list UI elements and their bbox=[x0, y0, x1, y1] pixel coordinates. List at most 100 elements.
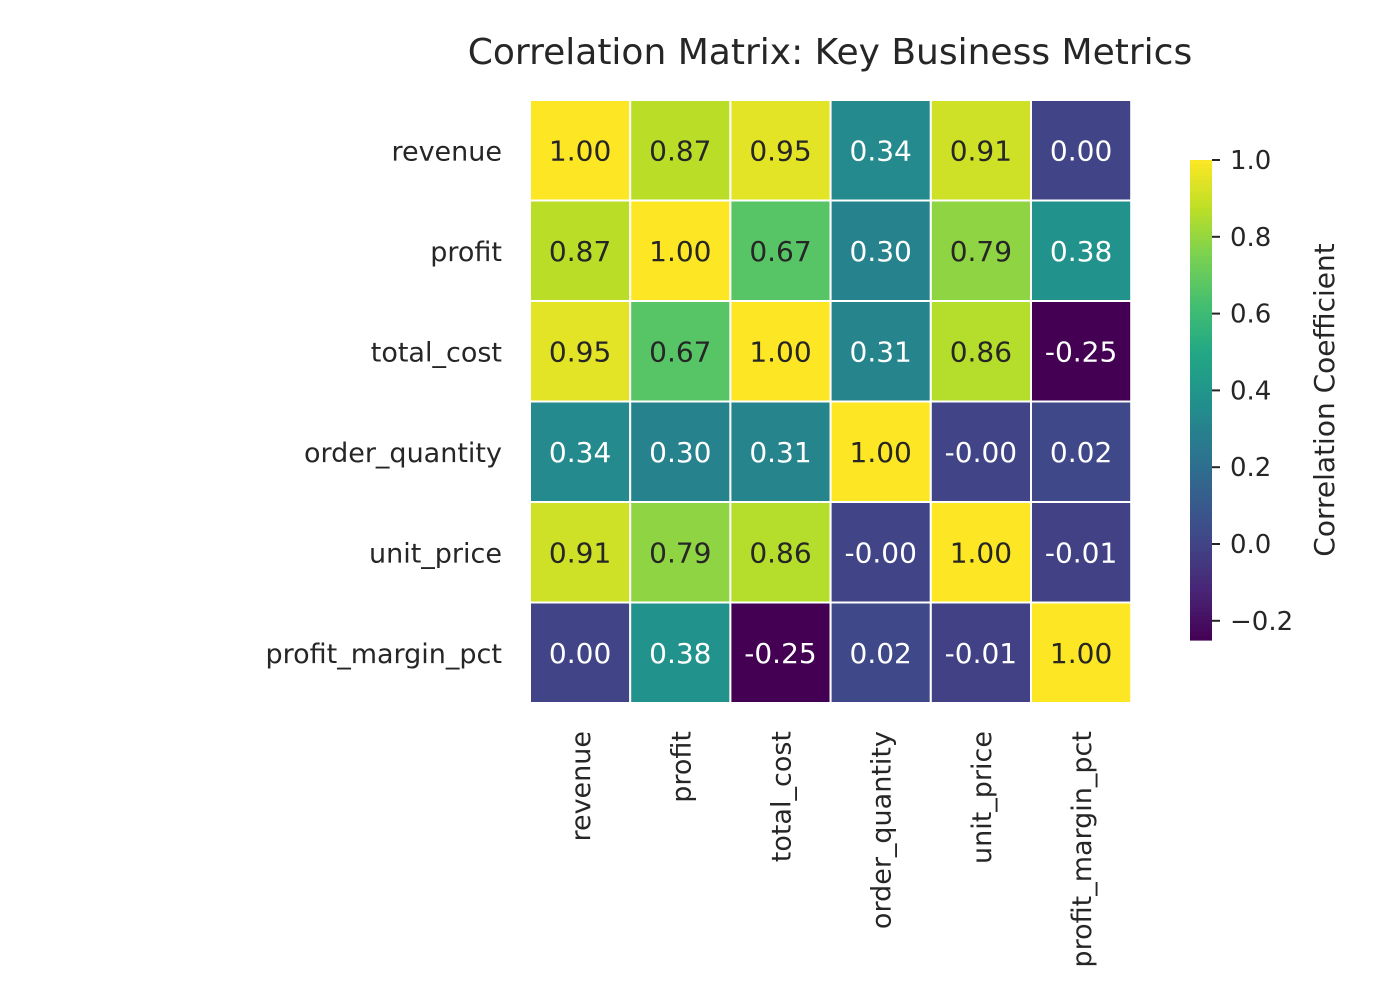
colorbar-gradient-segment bbox=[1190, 616, 1212, 621]
row-tick-label: revenue bbox=[391, 136, 502, 167]
row-tick-label: total_cost bbox=[371, 337, 502, 368]
heatmap-cell bbox=[829, 300, 932, 403]
colorbar-label: Correlation Coefficient bbox=[1308, 243, 1341, 556]
colorbar-gradient-segment bbox=[1190, 576, 1212, 581]
cell-value-label: 0.00 bbox=[549, 637, 611, 670]
cell-value-label: 0.91 bbox=[950, 134, 1012, 167]
cell-value-label: 1.00 bbox=[1050, 637, 1112, 670]
colorbar-tick-label: 1.0 bbox=[1230, 146, 1271, 176]
heatmap-cell bbox=[1030, 400, 1133, 503]
colorbar-gradient-segment bbox=[1190, 224, 1212, 229]
heatmap-cell bbox=[1030, 99, 1133, 202]
cell-value-label: 0.00 bbox=[1050, 134, 1112, 167]
colorbar-gradient-segment bbox=[1190, 232, 1212, 237]
row-tick-label: profit bbox=[430, 237, 502, 268]
colorbar-gradient-segment bbox=[1190, 512, 1212, 517]
cell-value-label: 1.00 bbox=[649, 235, 711, 268]
cell-value-label: 0.30 bbox=[850, 235, 912, 268]
colorbar: 1.0 0.8 0.6 0.4 0.2 0.0 −0.2 Correlation Coeffi… bbox=[1190, 146, 1341, 641]
row-tick-label: profit_margin_pct bbox=[265, 639, 502, 670]
cell-value-label: 0.87 bbox=[549, 235, 611, 268]
colorbar-gradient-segment bbox=[1190, 624, 1212, 629]
colorbar-gradient-segment bbox=[1190, 244, 1212, 249]
colorbar-gradient-segment bbox=[1190, 500, 1212, 505]
colorbar-gradient-segment bbox=[1190, 428, 1212, 433]
colorbar-gradient-segment bbox=[1190, 492, 1212, 497]
colorbar-gradient-segment bbox=[1190, 480, 1212, 485]
colorbar-gradient-segment bbox=[1190, 348, 1212, 353]
colorbar-gradient-segment bbox=[1190, 376, 1212, 381]
cell-value-label: -0.00 bbox=[945, 436, 1017, 469]
colorbar-gradient-segment bbox=[1190, 632, 1212, 637]
colorbar-gradient-segment bbox=[1190, 344, 1212, 349]
column-tick-label: total_cost bbox=[767, 731, 798, 862]
colorbar-gradient-segment bbox=[1190, 504, 1212, 509]
colorbar-gradient-segment bbox=[1190, 496, 1212, 501]
colorbar-gradient-segment bbox=[1190, 304, 1212, 309]
colorbar-gradient-segment bbox=[1190, 420, 1212, 425]
cell-value-label: 0.79 bbox=[649, 536, 711, 569]
cell-value-label: 0.02 bbox=[1050, 436, 1112, 469]
heatmap-cell bbox=[929, 601, 1032, 704]
colorbar-gradient-segment bbox=[1190, 260, 1212, 265]
colorbar-gradient-segment bbox=[1190, 620, 1212, 625]
colorbar-gradient-segment bbox=[1190, 528, 1212, 533]
colorbar-tick-label: 0.2 bbox=[1230, 453, 1271, 483]
colorbar-gradient-segment bbox=[1190, 460, 1212, 465]
colorbar-gradient-segment bbox=[1190, 300, 1212, 305]
heatmap-cell bbox=[1030, 300, 1133, 403]
heatmap-cell bbox=[629, 300, 732, 403]
heatmap-cell bbox=[629, 99, 732, 202]
cell-value-label: 0.02 bbox=[850, 637, 912, 670]
colorbar-tick-label: −0.2 bbox=[1230, 607, 1293, 637]
cell-value-label: 1.00 bbox=[850, 436, 912, 469]
heatmap-cell bbox=[529, 601, 632, 704]
colorbar-gradient-segment bbox=[1190, 256, 1212, 261]
colorbar-gradient-segment bbox=[1190, 412, 1212, 417]
colorbar-gradient-segment bbox=[1190, 176, 1212, 181]
heatmap-cell bbox=[829, 501, 932, 604]
cell-value-label: 0.95 bbox=[749, 134, 811, 167]
colorbar-gradient-segment bbox=[1190, 520, 1212, 525]
colorbar-gradient-segment bbox=[1190, 296, 1212, 301]
column-tick-label: unit_price bbox=[967, 731, 998, 864]
heatmap-cell bbox=[829, 601, 932, 704]
colorbar-gradient-segment bbox=[1190, 388, 1212, 393]
colorbar-gradient-segment bbox=[1190, 468, 1212, 473]
colorbar-gradient-segment bbox=[1190, 172, 1212, 177]
colorbar-gradient-segment bbox=[1190, 612, 1212, 617]
colorbar-gradient-segment bbox=[1190, 416, 1212, 421]
colorbar-gradient-segment bbox=[1190, 564, 1212, 569]
heatmap-cell bbox=[1030, 501, 1133, 604]
colorbar-gradient-segment bbox=[1190, 364, 1212, 369]
colorbar-gradient-segment bbox=[1190, 368, 1212, 373]
colorbar-gradient-segment bbox=[1190, 532, 1212, 537]
colorbar-gradient-segment bbox=[1190, 332, 1212, 337]
colorbar-gradient-segment bbox=[1190, 536, 1212, 541]
colorbar-gradient-segment bbox=[1190, 220, 1212, 225]
colorbar-gradient-segment bbox=[1190, 204, 1212, 209]
colorbar-gradient-segment bbox=[1190, 524, 1212, 529]
heatmap-cell bbox=[529, 99, 632, 202]
colorbar-gradient-segment bbox=[1190, 444, 1212, 449]
colorbar-gradient-segment bbox=[1190, 448, 1212, 453]
colorbar-gradient-segment bbox=[1190, 484, 1212, 489]
cell-value-label: 0.87 bbox=[649, 134, 711, 167]
colorbar-gradient-segment bbox=[1190, 584, 1212, 589]
heatmap-cell bbox=[729, 501, 832, 604]
colorbar-gradient-segment bbox=[1190, 360, 1212, 365]
colorbar-gradient-segment bbox=[1190, 312, 1212, 317]
colorbar-gradient-segment bbox=[1190, 552, 1212, 557]
colorbar-gradient-segment bbox=[1190, 556, 1212, 561]
colorbar-gradient-segment bbox=[1190, 436, 1212, 441]
cell-value-label: 0.95 bbox=[549, 335, 611, 368]
colorbar-gradient-segment bbox=[1190, 184, 1212, 189]
cell-value-label: 0.31 bbox=[850, 335, 912, 368]
cell-value-label: 0.38 bbox=[1050, 235, 1112, 268]
cell-value-label: 0.86 bbox=[749, 536, 811, 569]
colorbar-gradient-segment bbox=[1190, 432, 1212, 437]
colorbar-gradient-segment bbox=[1190, 456, 1212, 461]
colorbar-gradient-segment bbox=[1190, 472, 1212, 477]
colorbar-gradient-segment bbox=[1190, 608, 1212, 613]
